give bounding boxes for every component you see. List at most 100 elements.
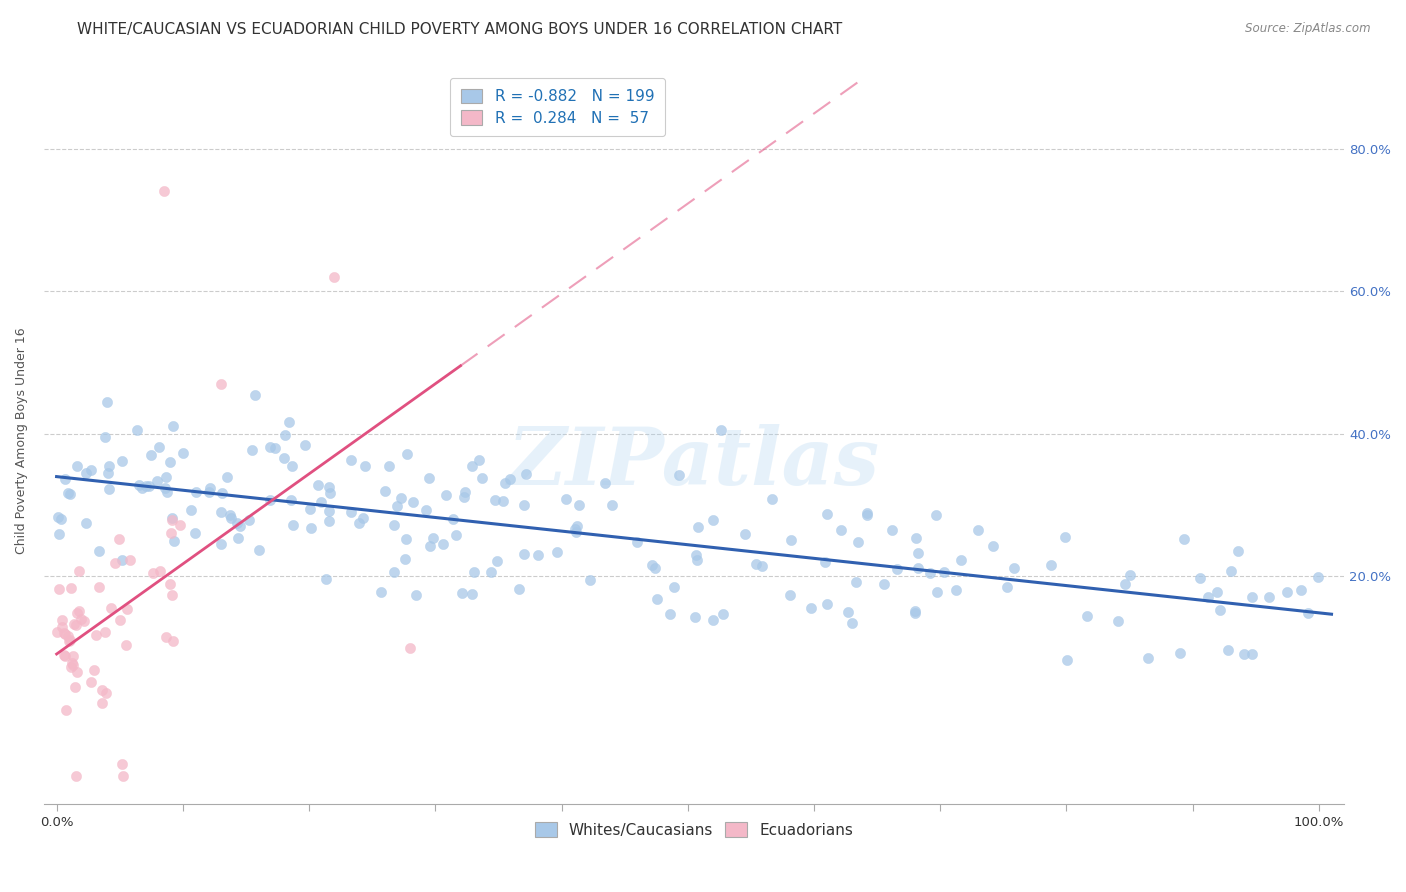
Point xyxy=(318,481,340,495)
Point xyxy=(405,588,427,602)
Point xyxy=(685,549,707,563)
Point xyxy=(734,526,756,541)
Point xyxy=(479,565,502,579)
Point xyxy=(226,516,249,530)
Point xyxy=(1114,577,1136,591)
Point xyxy=(94,685,117,699)
Point xyxy=(51,620,73,634)
Point xyxy=(139,448,162,462)
Point xyxy=(686,520,709,534)
Point xyxy=(280,492,302,507)
Point xyxy=(1227,544,1250,558)
Point xyxy=(494,476,516,491)
Point xyxy=(67,564,90,578)
Point xyxy=(56,629,79,643)
Point xyxy=(486,554,509,568)
Point xyxy=(53,648,76,663)
Point xyxy=(131,481,153,495)
Point xyxy=(107,532,129,546)
Point xyxy=(1257,590,1279,604)
Point xyxy=(856,508,879,523)
Point xyxy=(240,443,263,458)
Point xyxy=(668,467,690,482)
Point xyxy=(513,499,536,513)
Point xyxy=(155,470,177,484)
Point xyxy=(87,543,110,558)
Point xyxy=(160,511,183,525)
Point xyxy=(59,487,82,501)
Point xyxy=(395,533,418,547)
Point xyxy=(277,415,299,429)
Point xyxy=(153,185,176,199)
Point xyxy=(382,517,405,532)
Point xyxy=(273,450,295,465)
Point xyxy=(318,504,340,518)
Point xyxy=(142,566,165,581)
Point xyxy=(115,638,138,652)
Point xyxy=(1205,585,1227,599)
Point xyxy=(63,680,86,694)
Point xyxy=(499,472,522,486)
Legend: Whites/Caucasians, Ecuadorians: Whites/Caucasians, Ecuadorians xyxy=(529,816,859,844)
Point xyxy=(172,446,194,460)
Point xyxy=(80,675,103,690)
Point xyxy=(645,591,668,606)
Point xyxy=(880,523,903,537)
Point xyxy=(67,604,90,618)
Point xyxy=(394,552,416,566)
Point xyxy=(155,630,177,644)
Point xyxy=(62,658,84,673)
Point xyxy=(46,625,69,640)
Point xyxy=(162,513,184,527)
Point xyxy=(830,523,852,537)
Point xyxy=(209,505,232,519)
Point xyxy=(62,648,84,663)
Point xyxy=(1277,584,1299,599)
Point xyxy=(997,580,1019,594)
Point xyxy=(58,634,80,648)
Point xyxy=(453,490,475,504)
Point xyxy=(659,607,682,621)
Point xyxy=(1168,646,1191,660)
Point xyxy=(841,616,863,631)
Point xyxy=(162,633,184,648)
Point xyxy=(180,503,202,517)
Point xyxy=(84,628,107,642)
Point xyxy=(1240,591,1263,605)
Point xyxy=(1308,570,1330,584)
Point xyxy=(780,533,803,548)
Point xyxy=(454,485,477,500)
Point xyxy=(686,553,709,567)
Point xyxy=(981,539,1004,553)
Point xyxy=(1056,653,1078,667)
Point xyxy=(352,511,374,525)
Point xyxy=(160,525,183,540)
Point xyxy=(200,482,222,496)
Point xyxy=(128,478,150,492)
Point xyxy=(48,527,70,541)
Point xyxy=(245,388,267,402)
Point xyxy=(111,454,134,468)
Point xyxy=(564,522,586,536)
Point xyxy=(211,486,233,500)
Point xyxy=(347,516,370,530)
Point xyxy=(108,614,131,628)
Point xyxy=(945,583,967,598)
Point xyxy=(294,438,316,452)
Point xyxy=(385,499,408,513)
Point xyxy=(354,459,377,474)
Point xyxy=(1053,530,1076,544)
Point xyxy=(83,663,105,677)
Point xyxy=(53,648,76,663)
Point xyxy=(59,581,82,595)
Point xyxy=(934,566,956,580)
Point xyxy=(159,455,181,469)
Point xyxy=(238,513,260,527)
Point xyxy=(515,467,537,481)
Point xyxy=(471,471,494,485)
Point xyxy=(950,552,973,566)
Point xyxy=(96,395,118,409)
Point xyxy=(1137,651,1160,665)
Point xyxy=(418,471,440,485)
Point xyxy=(751,558,773,573)
